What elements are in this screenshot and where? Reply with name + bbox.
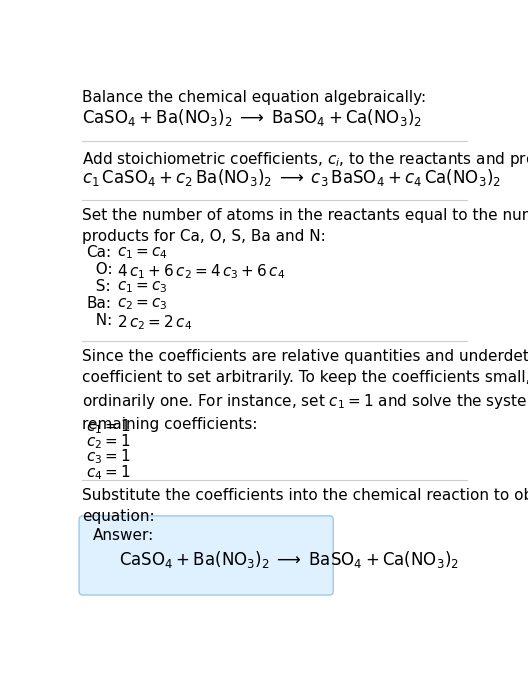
Text: N:: N:: [87, 313, 112, 328]
Text: Ca:: Ca:: [87, 245, 111, 260]
Text: Add stoichiometric coefficients, $c_i$, to the reactants and products:: Add stoichiometric coefficients, $c_i$, …: [82, 151, 528, 170]
Text: S:: S:: [87, 279, 111, 294]
Text: Answer:: Answer:: [92, 528, 154, 543]
Text: $\mathrm{CaSO_4 + Ba(NO_3)_2 \;\longrightarrow\; BaSO_4 + Ca(NO_3)_2}$: $\mathrm{CaSO_4 + Ba(NO_3)_2 \;\longrigh…: [119, 550, 459, 571]
Text: $c_2 = c_3$: $c_2 = c_3$: [117, 296, 168, 312]
Text: $c_1\,\mathrm{CaSO_4} + c_2\,\mathrm{Ba(NO_3)_2} \;\longrightarrow\; c_3\,\mathr: $c_1\,\mathrm{CaSO_4} + c_2\,\mathrm{Ba(…: [82, 168, 501, 189]
Text: Balance the chemical equation algebraically:: Balance the chemical equation algebraica…: [82, 91, 427, 105]
Text: Since the coefficients are relative quantities and underdetermined, choose a
coe: Since the coefficients are relative quan…: [82, 349, 528, 432]
Text: $2\,c_2 = 2\,c_4$: $2\,c_2 = 2\,c_4$: [117, 313, 192, 332]
Text: $c_3 = 1$: $c_3 = 1$: [87, 448, 131, 466]
Text: $c_1 = c_4$: $c_1 = c_4$: [117, 245, 168, 261]
Text: $4\,c_1 + 6\,c_2 = 4\,c_3 + 6\,c_4$: $4\,c_1 + 6\,c_2 = 4\,c_3 + 6\,c_4$: [117, 262, 286, 281]
Text: $c_1 = 1$: $c_1 = 1$: [87, 417, 131, 435]
Text: Ba:: Ba:: [87, 296, 111, 311]
Text: $c_2 = 1$: $c_2 = 1$: [87, 432, 131, 451]
Text: $c_4 = 1$: $c_4 = 1$: [87, 463, 131, 482]
FancyBboxPatch shape: [79, 516, 333, 595]
Text: $\mathrm{CaSO_4 + Ba(NO_3)_2 \;\longrightarrow\; BaSO_4 + Ca(NO_3)_2}$: $\mathrm{CaSO_4 + Ba(NO_3)_2 \;\longrigh…: [82, 107, 422, 128]
Text: $c_1 = c_3$: $c_1 = c_3$: [117, 279, 168, 295]
Text: Set the number of atoms in the reactants equal to the number of atoms in the
pro: Set the number of atoms in the reactants…: [82, 208, 528, 244]
Text: Substitute the coefficients into the chemical reaction to obtain the balanced
eq: Substitute the coefficients into the che…: [82, 487, 528, 524]
Text: O:: O:: [87, 262, 113, 277]
